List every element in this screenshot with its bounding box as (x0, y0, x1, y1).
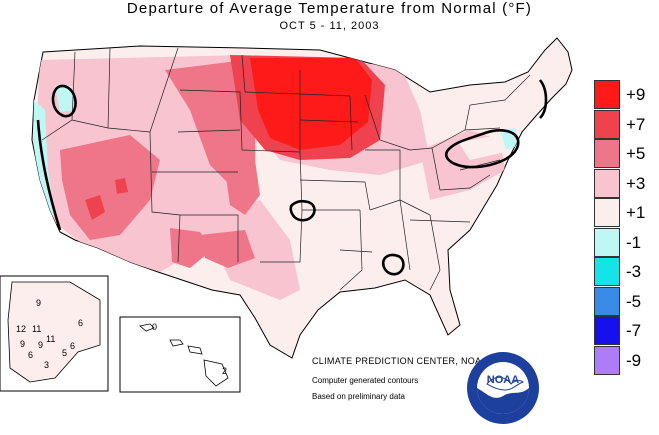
contour-mississippi (381, 253, 405, 276)
contour-oregon (51, 84, 77, 118)
contour-west-coast (36, 119, 62, 231)
legend-item: -3 (594, 257, 659, 287)
zone-minus1-east-band (458, 135, 505, 160)
alaska-label: 9 (36, 298, 41, 308)
legend-item: -5 (594, 286, 659, 317)
zone-plus5-southwest (60, 135, 160, 240)
legend-swatch (594, 345, 620, 375)
legend-item: +9 (594, 80, 659, 110)
legend-swatch (594, 109, 620, 139)
legend-item: +3 (594, 168, 659, 199)
legend-item: +1 (594, 198, 659, 228)
legend-label: -1 (626, 232, 642, 252)
legend-label: -9 (626, 350, 642, 370)
contour-note: Computer generated contours (312, 376, 419, 385)
noaa-gull-icon (486, 376, 524, 391)
legend-label: +1 (626, 203, 646, 222)
noaa-logo: NOAA (467, 352, 539, 424)
legend-item: +5 (594, 139, 659, 169)
noaa-logo-text: NOAA (487, 374, 519, 386)
legend-label: +5 (626, 144, 646, 163)
map-date-range: OCT 5 - 11, 2003 (279, 20, 380, 32)
hawaii-island (203, 359, 229, 387)
legend-swatch (594, 198, 620, 227)
alaska-label: 9 (20, 339, 25, 349)
legend-label: +3 (626, 173, 646, 193)
map-title: Departure of Average Temperature from No… (126, 0, 533, 17)
alaska-label: 6 (28, 350, 33, 360)
hawaii-inset: 0 2 (119, 316, 241, 393)
legend-label: -7 (626, 321, 642, 340)
alaska-inset: 9 6 12 11 11 9 9 6 5 6 3 (0, 275, 109, 392)
hawaii-island (169, 339, 184, 347)
zone-plus7-sw-spot (85, 195, 105, 220)
zone-plus5-plains (225, 160, 260, 215)
legend-item: -7 (594, 316, 659, 346)
legend-swatch (594, 168, 620, 198)
zone-minus1-oregon (55, 85, 75, 112)
legend-swatch (594, 316, 620, 345)
data-note: Based on preliminary data (312, 392, 405, 401)
legend-label: -5 (626, 291, 642, 311)
zone-plus5-rockies (165, 60, 255, 185)
legend-label: -3 (626, 262, 642, 281)
alaska-label: 9 (38, 340, 43, 350)
legend-item: -9 (594, 345, 659, 376)
hawaii-island (139, 323, 155, 332)
state-borders (41, 47, 531, 291)
legend-label: +7 (626, 114, 646, 134)
legend-item: -1 (594, 227, 659, 258)
alaska-label: 6 (78, 318, 83, 328)
alaska-label: 6 (70, 341, 75, 351)
agency-credit: CLIMATE PREDICTION CENTER, NOAA (312, 356, 488, 366)
alaska-label: 11 (46, 334, 55, 344)
hawaii-label: 0 (152, 322, 157, 332)
legend-label: +9 (626, 85, 646, 104)
alaska-label: 5 (62, 348, 67, 358)
alaska-shape (7, 281, 101, 383)
legend-swatch (594, 257, 620, 286)
zero-contours (36, 79, 548, 276)
alaska-label: 12 (16, 324, 26, 334)
legend-item: +7 (594, 109, 659, 140)
contour-new-england (538, 79, 548, 119)
color-legend: +9 +7 +5 +3 +1 -1 -3 -5 -7 -9 (594, 80, 659, 375)
contour-kansas (289, 199, 316, 222)
legend-swatch (594, 80, 620, 109)
alaska-label: 11 (32, 324, 41, 334)
hawaii-label: 2 (222, 366, 227, 376)
contour-northeast (445, 129, 520, 169)
legend-swatch (594, 139, 620, 168)
legend-swatch (594, 227, 620, 257)
legend-swatch (594, 286, 620, 316)
zone-plus5-tx (200, 230, 255, 268)
zone-plus9-upper-midwest (250, 58, 372, 150)
zone-plus7-nv-spot (115, 178, 128, 194)
hawaii-island (187, 345, 203, 355)
contiguous-us (31, 37, 573, 359)
alaska-label: 3 (44, 360, 49, 370)
